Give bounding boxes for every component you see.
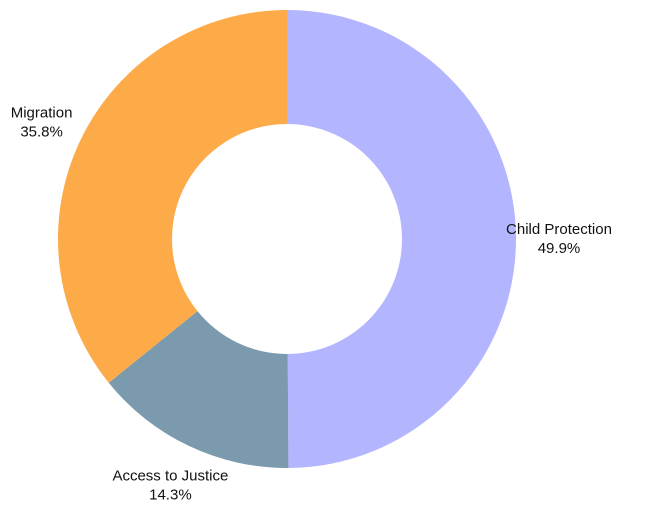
slice-label-name: Migration [11, 105, 73, 122]
slice-child-protection [287, 10, 517, 468]
slice-label-child-protection: Child Protection 49.9% [506, 221, 612, 257]
slice-label-migration: Migration 35.8% [11, 105, 73, 141]
labels-group: Child Protection 49.9% Access to Justice 14… [11, 105, 612, 504]
slice-label-value: 49.9% [538, 240, 581, 257]
slice-label-access-to-justice: Access to Justice 14.3% [112, 468, 228, 504]
slices-group [57, 10, 517, 469]
slice-label-name: Access to Justice [112, 468, 228, 485]
slice-label-value: 35.8% [20, 124, 63, 141]
slice-label-value: 14.3% [149, 487, 192, 504]
slice-migration [57, 10, 287, 383]
slice-label-name: Child Protection [506, 221, 612, 238]
slice-access-to-justice [108, 311, 289, 469]
